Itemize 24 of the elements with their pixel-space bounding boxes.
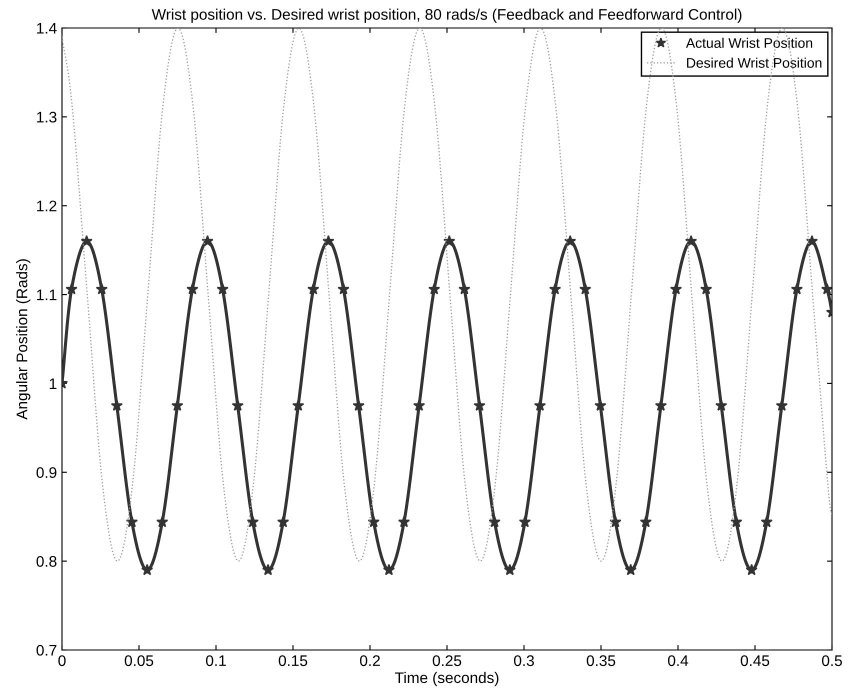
y-tick-label: 0.7 bbox=[36, 644, 56, 656]
y-axis-title: Angular Position (Rads) bbox=[16, 259, 30, 420]
x-tick-label: 0.4 bbox=[668, 655, 688, 666]
y-tick-label: 1.3 bbox=[37, 112, 56, 123]
legend-label: Desired Wrist Position bbox=[687, 58, 822, 68]
x-tick-label: 0.35 bbox=[586, 655, 616, 666]
y-tick-label: 1 bbox=[50, 378, 56, 389]
x-tick-label: 0.2 bbox=[360, 655, 380, 666]
x-tick-label: 0.25 bbox=[432, 655, 462, 666]
x-tick-label: 0.3 bbox=[514, 655, 534, 666]
x-tick-label: 0.1 bbox=[206, 655, 226, 666]
x-tick-label: 0.05 bbox=[124, 655, 154, 666]
x-axis-title: Time (seconds) bbox=[394, 672, 498, 686]
chart-title: Wrist position vs. Desired wrist position, 80 rads/s (Feedback and Feedforward Control) bbox=[152, 8, 742, 23]
x-tick-label: 0.45 bbox=[740, 655, 770, 666]
y-tick-label: 0.9 bbox=[36, 467, 56, 478]
y-tick-label: 1.4 bbox=[37, 23, 57, 34]
x-tick-label: 0 bbox=[58, 655, 66, 666]
x-tick-label: 0.5 bbox=[822, 655, 842, 666]
legend-label: Actual Wrist Position bbox=[686, 38, 812, 48]
y-tick-label: 0.8 bbox=[36, 556, 56, 567]
y-tick-label: 1.1 bbox=[37, 290, 56, 300]
y-tick-label: 1.2 bbox=[37, 200, 56, 212]
x-tick-label: 0.15 bbox=[278, 655, 308, 666]
